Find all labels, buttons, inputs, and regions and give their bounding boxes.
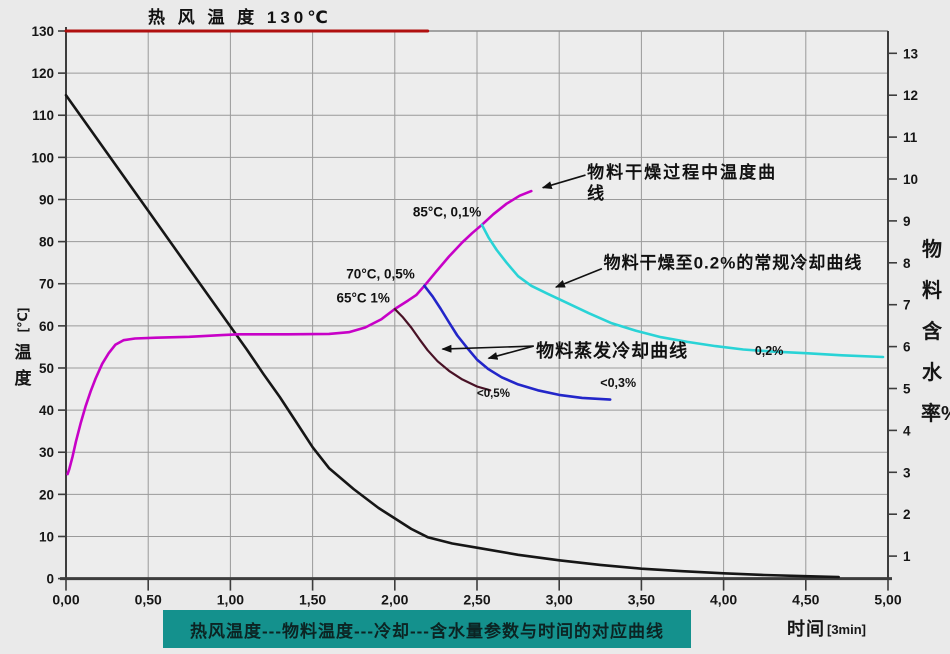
x-tick-label: 3,50: [628, 592, 655, 608]
left-tick-label: 60: [39, 319, 54, 334]
chart-title: 热 风 温 度 130℃: [148, 8, 332, 27]
left-tick-label: 50: [39, 361, 54, 376]
left-axis-label: [℃] 温度: [8, 308, 38, 392]
x-tick-label: 2,50: [463, 592, 490, 608]
right-tick-label: 12: [903, 88, 918, 103]
left-tick-label: 0: [46, 572, 54, 587]
right-tick-label: 6: [903, 340, 911, 355]
tick-labels: 0,00 0,50 1,00 1,50 2,00 2,50 3,00 3,50 4,00 4,50…: [31, 24, 918, 608]
x-tick-label: 3,00: [546, 592, 573, 608]
right-tick-label: 5: [903, 382, 911, 397]
x-tick-label: 1,50: [299, 592, 326, 608]
x-tick-label: 1,00: [217, 592, 244, 608]
series-evap-cooling-blue: [423, 284, 612, 401]
series-material-temp: [66, 189, 533, 476]
x-tick-label: 5,00: [874, 592, 901, 608]
x-tick-label: 0,00: [52, 592, 79, 608]
gridlines: [66, 31, 888, 579]
left-tick-label: 30: [39, 445, 54, 460]
right-tick-label: 7: [903, 298, 911, 313]
x-axis-title: 时间: [787, 619, 825, 639]
left-axis-unit: [℃]: [15, 307, 30, 333]
right-tick-label: 2: [903, 507, 911, 522]
annotation-arrow: [541, 174, 586, 189]
right-tick-label: 1: [903, 549, 911, 564]
series-conventional-cooling: [480, 223, 885, 359]
left-tick-label: 110: [32, 108, 54, 123]
left-tick-label: 80: [39, 235, 54, 250]
x-axis-unit: [3min]: [827, 622, 866, 637]
left-tick-label: 40: [39, 403, 54, 418]
right-tick-label: 11: [903, 130, 918, 145]
annotation-arrows: [441, 174, 603, 360]
right-tick-label: 9: [903, 214, 911, 229]
x-tick-label: 4,00: [710, 592, 737, 608]
annotation-arrow: [487, 345, 534, 360]
left-tick-label: 120: [31, 66, 54, 81]
x-tick-label: 0,50: [135, 592, 162, 608]
left-tick-label: 130: [31, 24, 54, 39]
left-tick-label: 70: [39, 277, 54, 292]
right-tick-label: 3: [903, 465, 911, 480]
right-tick-label: 8: [903, 256, 911, 271]
caption-banner: 热风温度---物料温度---冷却---含水量参数与时间的对应曲线: [163, 610, 691, 648]
right-tick-label: 4: [903, 423, 911, 438]
left-tick-label: 10: [39, 529, 54, 544]
left-tick-label: 20: [39, 487, 54, 502]
right-axis-label: 物料含水率%: [921, 239, 950, 425]
left-tick-label: 90: [39, 192, 54, 207]
x-axis-label: 时间 [3min]: [787, 615, 866, 641]
x-tick-label: 4,50: [792, 592, 819, 608]
left-axis-title: 温度: [14, 343, 32, 388]
annotation-arrow: [441, 344, 534, 353]
right-tick-label: 13: [903, 46, 919, 61]
tick-marks: [58, 30, 897, 591]
annotation-arrow: [554, 267, 603, 288]
series-evap-cooling-maroon: [393, 307, 492, 392]
right-tick-label: 10: [903, 172, 918, 187]
x-tick-label: 2,00: [381, 592, 408, 608]
left-tick-label: 100: [31, 150, 54, 165]
